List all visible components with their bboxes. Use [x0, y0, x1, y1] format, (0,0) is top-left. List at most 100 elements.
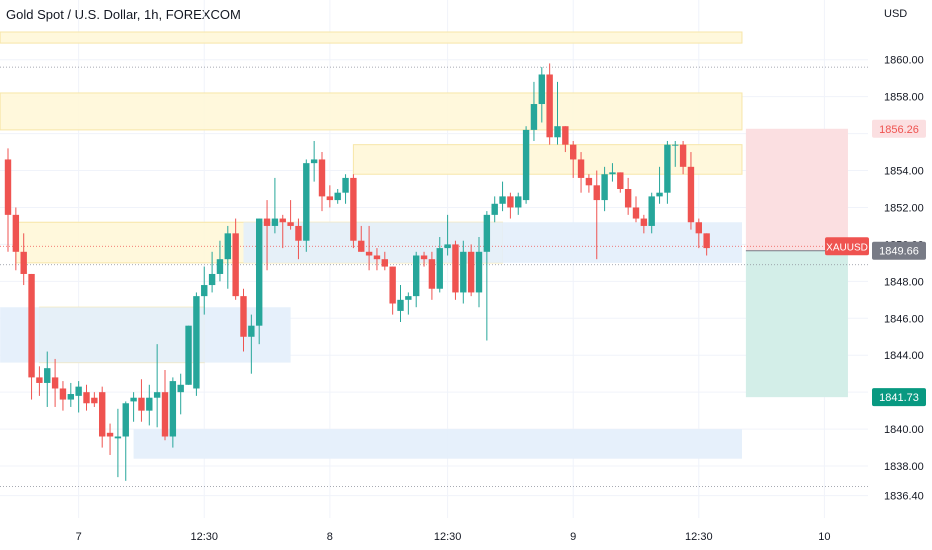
candle-body — [703, 233, 710, 249]
candle-body — [515, 196, 522, 208]
candle-body — [161, 392, 169, 437]
candle-body — [530, 104, 538, 130]
candle — [326, 185, 334, 208]
candle — [444, 214, 451, 256]
x-tick-label: 12:30 — [190, 531, 218, 543]
x-tick-label: 8 — [327, 531, 333, 543]
chart-title: Gold Spot / U.S. Dollar, 1h, FOREXCOM — [6, 7, 241, 22]
candle — [499, 181, 506, 212]
candle-body — [59, 388, 67, 400]
candle — [632, 196, 640, 223]
candle — [373, 248, 381, 271]
stop-price-tag: 1856.26 — [872, 119, 926, 138]
candle — [248, 314, 255, 374]
candle — [507, 192, 514, 219]
x-tick-label: 12:30 — [685, 531, 713, 543]
candle-body — [169, 381, 177, 437]
supply-zone — [0, 31, 743, 44]
candle-body — [467, 251, 475, 293]
candle-body — [617, 172, 624, 189]
candle — [240, 288, 247, 352]
candle — [405, 292, 412, 315]
y-tick-label: 1844.00 — [884, 350, 924, 362]
candle-body — [193, 296, 200, 389]
candle-body — [130, 397, 137, 402]
candle — [358, 225, 365, 252]
candle-body — [20, 251, 27, 274]
candle — [122, 401, 129, 481]
candle — [452, 240, 459, 300]
candle-body — [114, 436, 122, 439]
candle — [475, 237, 483, 308]
candle-body — [656, 192, 663, 197]
candle — [75, 381, 82, 413]
candle-body — [44, 368, 51, 383]
take-profit-zone — [745, 250, 848, 398]
candle — [577, 152, 585, 193]
position-box — [745, 128, 848, 398]
candle-body — [577, 159, 585, 178]
symbol-tag: XAUUSD — [825, 237, 869, 256]
target-price-tag-bg — [872, 388, 926, 407]
candle-body — [271, 218, 279, 226]
candle — [12, 207, 20, 271]
candle-body — [648, 196, 655, 226]
candle — [365, 225, 373, 271]
candle-body — [122, 403, 129, 437]
candle-body — [405, 296, 412, 300]
candle — [585, 174, 593, 193]
candle — [310, 140, 318, 182]
candle — [546, 63, 553, 145]
candle-body — [475, 251, 483, 293]
supply-zone — [352, 144, 743, 175]
candle — [256, 218, 263, 345]
candle-body — [546, 74, 553, 138]
candle — [350, 174, 357, 249]
stop-price-tag-text: 1856.26 — [879, 124, 919, 136]
candle-body — [687, 166, 695, 223]
candle — [263, 200, 271, 271]
candle — [695, 218, 702, 249]
candle — [617, 172, 624, 193]
y-tick-label: 1848.00 — [884, 276, 924, 288]
candle — [59, 381, 67, 411]
candle-body — [413, 255, 420, 297]
candle-body — [624, 189, 632, 208]
x-tick-label: 10 — [818, 531, 830, 543]
y-tick-label: 1852.00 — [884, 202, 924, 214]
candle-body — [75, 386, 82, 396]
candle — [413, 251, 420, 308]
candle-body — [36, 377, 43, 383]
candle — [554, 81, 561, 145]
candle — [530, 81, 538, 141]
candle-body — [444, 244, 451, 249]
candle-body — [420, 255, 428, 260]
candle-body — [679, 144, 687, 167]
candle — [4, 148, 12, 252]
candle-body — [601, 174, 608, 201]
candle-body — [342, 177, 349, 193]
candle — [138, 379, 145, 422]
candle-body — [263, 218, 271, 226]
candle — [185, 325, 192, 385]
candle-body — [350, 177, 357, 241]
candle-body — [664, 144, 671, 193]
entry-price-tag: 1849.66 — [872, 241, 926, 260]
candle — [51, 358, 59, 407]
candle-body — [318, 159, 326, 197]
candle — [593, 170, 600, 260]
candle — [467, 244, 475, 297]
candle — [397, 285, 404, 322]
time-axis[interactable]: 7 12:30 8 12:30 9 12:30 10 — [76, 531, 831, 543]
candle-body — [91, 397, 98, 404]
candle — [169, 377, 177, 448]
entry-price-tag-text: 1849.66 — [879, 246, 919, 258]
candle-body — [279, 218, 286, 223]
y-tick-label: 1838.00 — [884, 461, 924, 473]
candle — [271, 177, 279, 234]
demand-zone — [243, 222, 742, 263]
candle — [679, 140, 687, 175]
candle-body — [216, 259, 224, 274]
candle-body — [287, 222, 294, 226]
